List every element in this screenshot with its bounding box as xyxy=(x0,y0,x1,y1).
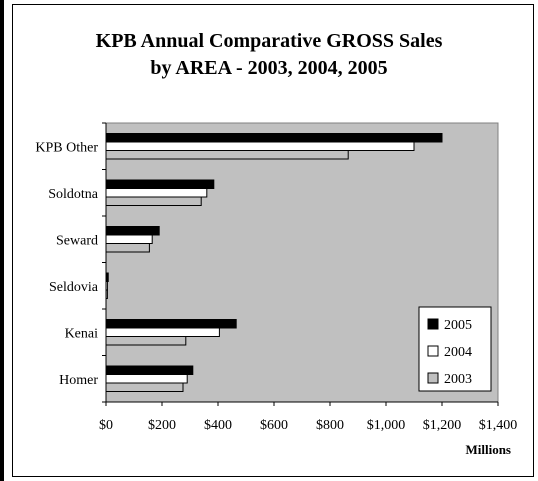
legend-swatch-2004 xyxy=(427,345,439,357)
bar-kenai-2005 xyxy=(105,319,237,329)
category-label: Kenai xyxy=(65,326,99,341)
bar-seward-2003 xyxy=(105,243,150,253)
legend-swatch-2005 xyxy=(427,318,439,330)
x-tick-label: $200 xyxy=(148,418,176,433)
legend-label-2003: 2003 xyxy=(444,372,472,387)
bar-kpb-other-2004 xyxy=(105,141,415,151)
bar-homer-2003 xyxy=(105,382,184,392)
category-label: KPB Other xyxy=(35,140,98,155)
bar-soldotna-2004 xyxy=(105,188,208,198)
legend-label-2004: 2004 xyxy=(444,345,472,360)
bar-kenai-2004 xyxy=(105,327,220,337)
category-label: Soldotna xyxy=(48,187,99,202)
category-label: Seward xyxy=(56,233,98,248)
legend-swatch-2003 xyxy=(427,372,439,384)
category-label: Seldovia xyxy=(49,280,99,295)
bar-soldotna-2005 xyxy=(105,179,215,189)
x-tick-label: $400 xyxy=(204,418,232,433)
bar-kpb-other-2003 xyxy=(105,150,349,160)
legend-label-2005: 2005 xyxy=(444,318,472,333)
chart-title: KPB Annual Comparative GROSS Sales by AR… xyxy=(0,28,538,82)
bar-homer-2005 xyxy=(105,365,194,375)
bar-seward-2004 xyxy=(105,234,153,244)
category-label: Homer xyxy=(59,373,98,388)
x-tick-label: $600 xyxy=(260,418,288,433)
bar-homer-2004 xyxy=(105,374,188,384)
x-tick-label: $800 xyxy=(316,418,344,433)
left-border xyxy=(0,0,4,481)
x-tick-label: $1,400 xyxy=(479,418,518,433)
chart-title-line2: by AREA - 2003, 2004, 2005 xyxy=(150,57,388,79)
x-tick-label: $1,000 xyxy=(367,418,406,433)
x-axis-title: Millions xyxy=(465,442,511,457)
bar-seward-2005 xyxy=(105,226,160,236)
bar-kpb-other-2005 xyxy=(105,133,443,143)
x-tick-label: $0 xyxy=(99,418,113,433)
x-tick-label: $1,200 xyxy=(423,418,462,433)
chart-title-line1: KPB Annual Comparative GROSS Sales xyxy=(95,30,443,52)
bar-soldotna-2003 xyxy=(105,196,202,206)
bar-kenai-2003 xyxy=(105,336,187,346)
